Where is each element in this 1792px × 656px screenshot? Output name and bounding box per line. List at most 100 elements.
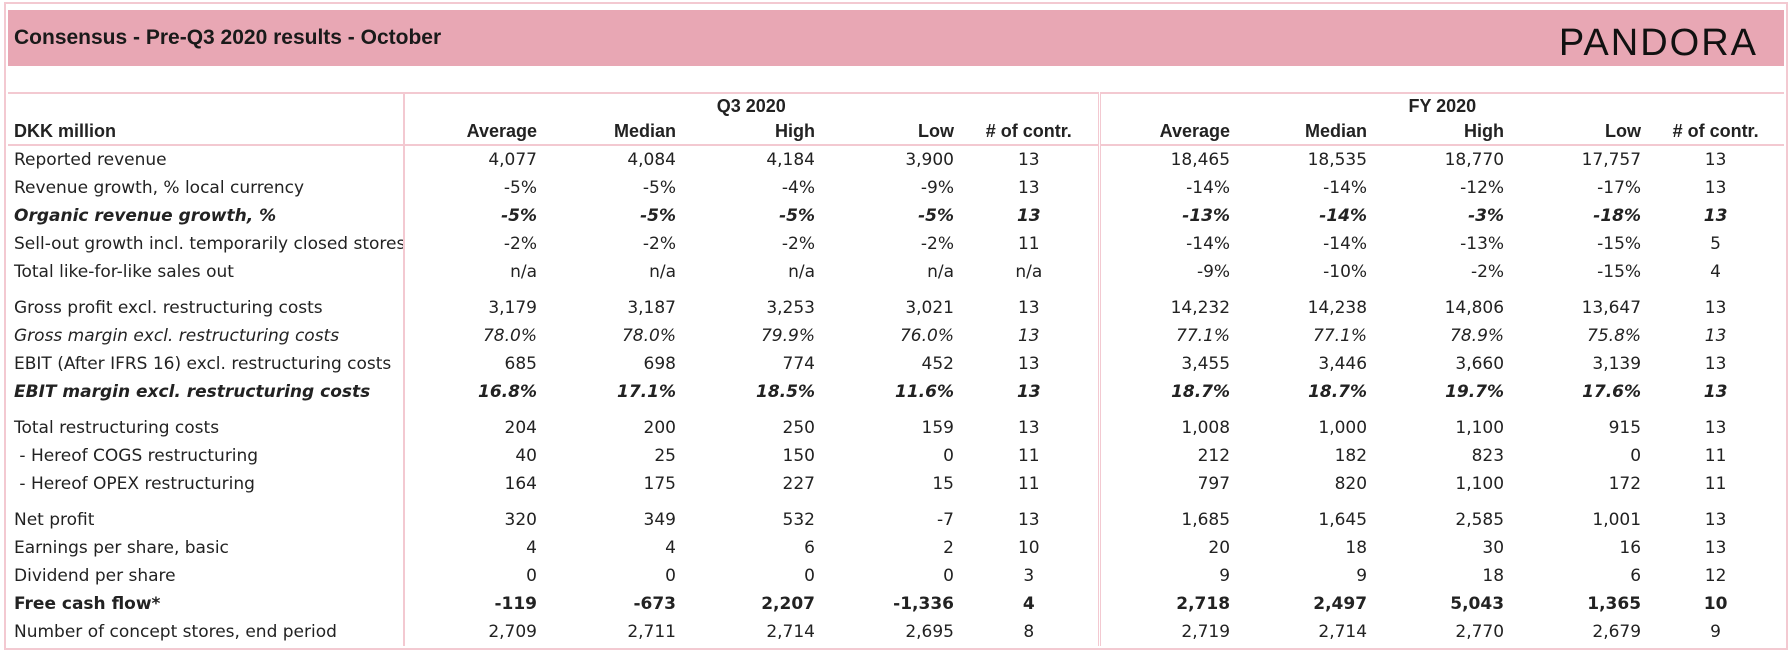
cell-value: -3%	[1468, 206, 1505, 226]
cell-value: 227	[782, 474, 815, 494]
row-label: EBIT margin excl. restructuring costs	[8, 378, 405, 406]
cell-value: 25	[654, 446, 676, 466]
row-label: Dividend per share	[8, 562, 405, 590]
cell-value: 14,806	[1444, 298, 1505, 318]
cell-value: 78.0%	[621, 326, 676, 346]
cell-value: -10%	[1323, 262, 1368, 282]
cell-value: 3,660	[1455, 354, 1505, 374]
cell-value: n/a	[927, 262, 954, 282]
cell-value: 9	[1356, 566, 1368, 586]
cell-value: 164	[504, 474, 537, 494]
cell-value: 18	[1345, 538, 1368, 558]
cell-value: 3,021	[905, 298, 954, 318]
cell-value: 0	[804, 566, 815, 586]
cell-value: -15%	[1597, 262, 1642, 282]
row-label: Earnings per share, basic	[8, 534, 405, 562]
cell-value: 685	[504, 354, 537, 374]
cell-value: -13%	[1460, 234, 1505, 254]
title: Consensus - Pre-Q3 2020 results - Octobe…	[14, 26, 442, 49]
cell-value: 4,184	[766, 150, 815, 170]
cell-value: 4	[665, 538, 676, 558]
column-header: Average	[404, 119, 543, 146]
blank-cell	[1236, 286, 1373, 294]
cell-value: 19.7%	[1445, 382, 1505, 402]
cell-value: 16	[1619, 538, 1642, 558]
cell-value: 2,719	[1181, 622, 1231, 642]
data-row: Earnings per share, basic 4 4 6 2 10 20 18 30 16 1…	[8, 534, 1784, 562]
cell-value: 18,770	[1444, 150, 1505, 170]
cell-value: -2%	[1470, 262, 1505, 282]
blank-cell	[960, 286, 1101, 294]
data-row: Dividend per share 0 0 0 0 3 9 9 18 6 12	[8, 562, 1784, 590]
cell-value: 774	[782, 354, 815, 374]
cell-value: 204	[504, 418, 537, 438]
data-row: - Hereof OPEX restructuring 164 175 227 15 11…	[8, 470, 1784, 498]
data-row: Net profit 320 349 532 -7 13 1,685 1,645 2,585 1,…	[8, 506, 1784, 534]
row-label: Total restructuring costs	[8, 414, 405, 442]
blank-cell	[1647, 406, 1784, 414]
blank-cell	[8, 286, 405, 294]
section-gap	[8, 498, 1784, 506]
blank-cell	[1099, 286, 1236, 294]
cell-value: 2,695	[905, 622, 954, 642]
cell-value: 3,900	[905, 150, 954, 170]
cell-value: 20	[1208, 538, 1231, 558]
blank-cell	[821, 498, 960, 506]
cell-value: -5%	[779, 206, 815, 226]
cell-value: -14%	[1319, 206, 1368, 226]
header-bar: Consensus - Pre-Q3 2020 results - Octobe…	[8, 10, 1784, 66]
cell-value: 13	[960, 414, 1101, 442]
cell-value: 452	[921, 354, 954, 374]
data-row: Revenue growth, % local currency -5% -5% -4…	[8, 174, 1784, 202]
blank-cell	[1510, 286, 1647, 294]
group-header-row: Q3 2020 FY 2020	[8, 92, 1785, 119]
blank-cell	[1099, 406, 1236, 414]
data-row: Free cash flow* -119 -673 2,207 -1,336 4 2,718…	[8, 590, 1784, 618]
cell-value: 820	[1334, 474, 1368, 494]
row-label: Organic revenue growth, %	[8, 202, 405, 230]
cell-value: 18,465	[1170, 150, 1231, 170]
column-header: # of contr.	[1647, 119, 1785, 146]
column-header: Low	[821, 119, 960, 146]
blank-cell	[1099, 498, 1236, 506]
cell-value: 9	[1219, 566, 1231, 586]
row-label: Gross profit excl. restructuring costs	[8, 294, 405, 322]
column-header-row: DKK million Average Median High Low # of cont…	[8, 119, 1785, 146]
row-label: Reported revenue	[8, 145, 405, 174]
cell-value: 4,077	[488, 150, 537, 170]
data-row: Organic revenue growth, % -5% -5% -5% -5% 13 -…	[8, 202, 1784, 230]
cell-value: 11	[960, 442, 1101, 470]
cell-value: 5,043	[1450, 594, 1505, 614]
row-label: Revenue growth, % local currency	[8, 174, 405, 202]
cell-value: 4,084	[627, 150, 676, 170]
cell-value: 3,179	[488, 298, 537, 318]
blank-cell	[8, 92, 405, 119]
cell-value: 11.6%	[895, 382, 954, 402]
row-label: Total like-for-like sales out	[8, 258, 405, 286]
cell-value: 9	[1710, 622, 1721, 642]
cell-value: 172	[1608, 474, 1642, 494]
cell-value: -2%	[781, 234, 815, 254]
cell-value: 823	[1471, 446, 1505, 466]
cell-value: -5%	[918, 206, 954, 226]
cell-value: -5%	[640, 206, 676, 226]
cell-value: -7	[937, 510, 954, 530]
consensus-table: Q3 2020 FY 2020 DKK million Average Median Hi…	[8, 92, 1785, 646]
blank-cell	[1647, 498, 1784, 506]
cell-value: 3,455	[1181, 354, 1231, 374]
cell-value: 250	[782, 418, 815, 438]
row-label: - Hereof OPEX restructuring	[8, 470, 405, 498]
cell-value: 4	[1710, 262, 1721, 282]
cell-value: -1,336	[893, 594, 954, 614]
unit-label: DKK million	[8, 119, 405, 146]
cell-value: 10	[960, 534, 1101, 562]
blank-cell	[404, 406, 543, 414]
cell-value: -12%	[1460, 178, 1505, 198]
cell-value: 13	[960, 506, 1101, 534]
cell-value: 698	[643, 354, 676, 374]
cell-value: 2,714	[766, 622, 815, 642]
column-header: Average	[1099, 119, 1237, 146]
cell-value: 77.1%	[1313, 326, 1368, 346]
cell-value: 13	[960, 378, 1101, 406]
cell-value: -17%	[1597, 178, 1642, 198]
